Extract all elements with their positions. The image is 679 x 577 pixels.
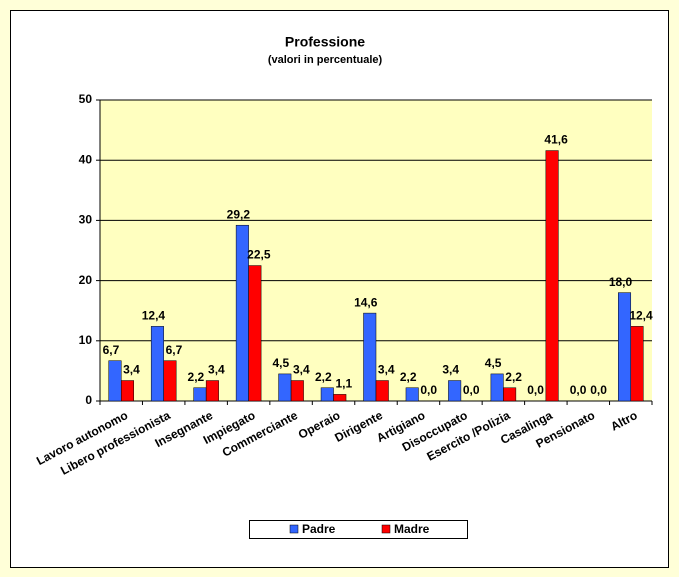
value-label: 2,2 <box>505 370 522 384</box>
value-label: 3,4 <box>293 363 310 377</box>
y-tick-label: 10 <box>79 333 93 347</box>
bar <box>193 387 207 402</box>
bar <box>448 380 462 402</box>
legend-label: Madre <box>394 522 430 536</box>
value-label: 14,6 <box>354 295 378 309</box>
value-label: 2,2 <box>315 370 332 384</box>
bar <box>205 380 219 402</box>
bar <box>405 387 419 402</box>
value-label: 6,7 <box>103 343 120 357</box>
bar <box>490 373 504 402</box>
value-label: 2,2 <box>188 370 205 384</box>
bar <box>150 326 164 402</box>
bar <box>163 360 177 402</box>
value-label: 3,4 <box>208 363 225 377</box>
value-label: 12,4 <box>142 309 166 323</box>
value-label: 0,0 <box>527 383 544 397</box>
value-label: 3,4 <box>442 363 459 377</box>
bar <box>333 394 347 402</box>
value-label: 3,4 <box>123 363 140 377</box>
legend <box>249 520 468 539</box>
value-label: 4,5 <box>485 356 502 370</box>
value-label: 0,0 <box>463 383 480 397</box>
y-tick-label: 50 <box>79 92 93 106</box>
y-tick-label: 30 <box>79 213 93 227</box>
bar <box>503 387 517 402</box>
y-tick-label: 40 <box>79 152 93 166</box>
value-label: 0,0 <box>570 383 587 397</box>
y-tick-label: 0 <box>85 393 92 407</box>
chart-title: Professione <box>285 34 365 50</box>
value-label: 3,4 <box>378 363 395 377</box>
value-label: 0,0 <box>590 383 607 397</box>
bar <box>363 312 377 402</box>
bar <box>120 380 134 402</box>
value-label: 2,2 <box>400 370 417 384</box>
value-label: 1,1 <box>335 377 352 391</box>
value-label: 6,7 <box>166 343 183 357</box>
bar <box>248 265 262 402</box>
value-label: 29,2 <box>227 207 251 221</box>
bar <box>630 326 644 402</box>
legend-swatch <box>381 524 391 534</box>
value-label: 22,5 <box>247 248 271 262</box>
y-tick-label: 20 <box>79 273 93 287</box>
chart-subtitle: (valori in percentuale) <box>268 54 383 66</box>
legend-label: Padre <box>302 522 336 536</box>
bar <box>375 380 389 402</box>
bar <box>278 373 292 402</box>
value-label: 0,0 <box>420 383 437 397</box>
value-label: 41,6 <box>544 133 568 147</box>
legend-swatch <box>289 524 299 534</box>
value-label: 18,0 <box>609 275 633 289</box>
bar <box>320 387 334 402</box>
bar <box>545 150 559 402</box>
value-label: 4,5 <box>272 356 289 370</box>
value-label: 12,4 <box>629 309 653 323</box>
bar <box>290 380 304 402</box>
bar <box>108 360 122 402</box>
